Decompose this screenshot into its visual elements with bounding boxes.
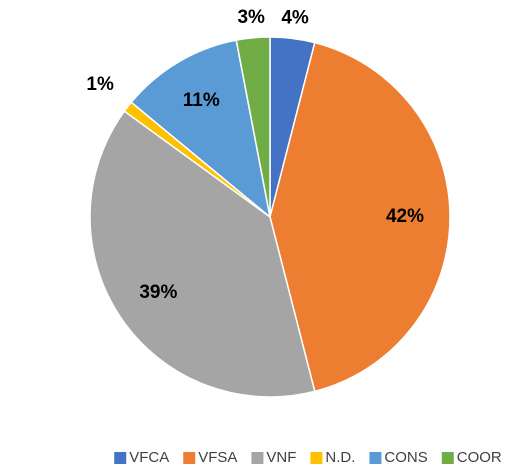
legend-label: VFSA — [198, 449, 237, 466]
pie-slice — [269, 41, 451, 393]
data-label: 1% — [86, 74, 114, 95]
data-label: 3% — [237, 7, 265, 28]
data-label: 4% — [281, 8, 309, 29]
legend-swatch — [441, 452, 454, 464]
legend-swatch — [369, 452, 382, 464]
pie-slice — [89, 110, 316, 398]
legend-swatch — [114, 452, 127, 464]
legend-swatch — [310, 452, 323, 464]
pie-slice — [130, 39, 272, 219]
pie-slice — [235, 36, 271, 218]
legend-label: VFCA — [129, 449, 169, 466]
legend-label: VNF — [266, 449, 296, 466]
data-label: 11% — [183, 90, 220, 111]
legend-swatch — [183, 452, 196, 464]
data-label: 42% — [386, 206, 424, 227]
legend-swatch — [251, 452, 264, 464]
legend-label: COOR — [457, 449, 502, 466]
data-label: 39% — [139, 282, 177, 303]
legend-label: CONS — [384, 449, 427, 466]
legend-label: N.D. — [325, 449, 355, 466]
